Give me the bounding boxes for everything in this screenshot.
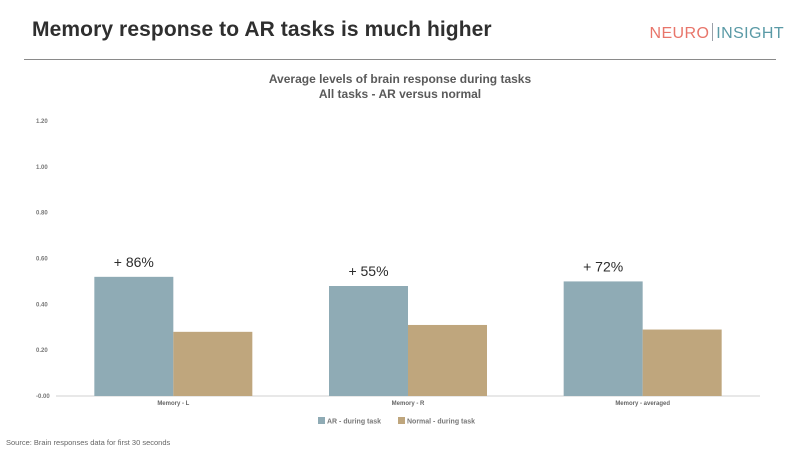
- chart-subtitle: All tasks - AR versus normal: [318, 87, 482, 101]
- y-tick-label: 1.00: [36, 165, 48, 171]
- x-tick-label: Memory - R: [392, 401, 425, 407]
- logo-insight-text: INSIGHT: [716, 25, 784, 42]
- bar-ar: [329, 286, 408, 396]
- bar-normal: [408, 324, 487, 396]
- y-tick-label: 1.20: [36, 119, 48, 125]
- bar-ar: [94, 276, 174, 396]
- data-label: + 86%: [114, 254, 154, 270]
- data-label: + 72%: [583, 258, 623, 274]
- x-tick-label: Memory - averaged: [615, 401, 670, 407]
- y-tick-label: 0.80: [36, 211, 48, 217]
- y-tick-label: 0.20: [36, 348, 48, 354]
- legend-ar-label: AR - during task: [327, 419, 381, 426]
- bar-normal: [173, 331, 253, 396]
- chart-title: Average levels of brain response during …: [268, 72, 532, 86]
- y-tick-label: 0.60: [36, 257, 48, 263]
- header-divider: [24, 59, 776, 60]
- logo-divider: [712, 23, 714, 41]
- legend-ar-swatch: [318, 417, 325, 424]
- legend-normal-label: Normal - during task: [407, 419, 475, 426]
- logo-neuro-text: NEURO: [649, 25, 710, 42]
- neuro-insight-logo: NEURO INSIGHT: [650, 23, 784, 43]
- bar-ar: [563, 281, 643, 396]
- legend-normal-swatch: [398, 417, 405, 424]
- bar-normal: [642, 329, 722, 396]
- data-label: + 55%: [348, 263, 388, 279]
- slide-title: Memory response to AR tasks is much high…: [32, 18, 492, 41]
- x-tick-label: Memory - L: [157, 401, 189, 407]
- y-tick-label: -0.00: [36, 394, 50, 400]
- y-tick-label: 0.40: [36, 302, 48, 308]
- source-note: Source: Brain responses data for first 3…: [6, 438, 171, 447]
